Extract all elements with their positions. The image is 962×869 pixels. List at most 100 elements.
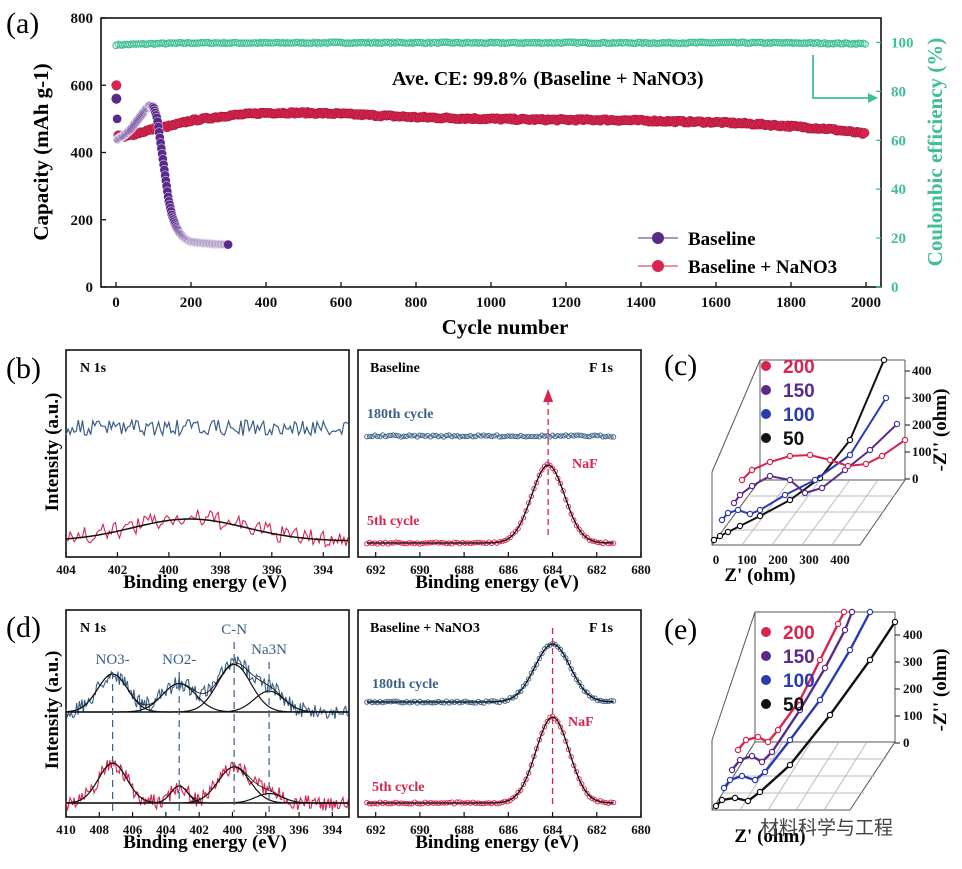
bR-180th-point	[465, 433, 471, 439]
panel-a-letter: (a)	[6, 7, 39, 40]
bR-xtick-label: 682	[587, 562, 607, 577]
c-point-200	[738, 476, 746, 484]
c-point-50	[786, 496, 794, 504]
e-legend-marker-200	[761, 627, 771, 637]
c-xtick-label: 200	[768, 552, 788, 567]
legend-marker-nano3	[652, 260, 664, 272]
bR-5th-point	[364, 541, 370, 547]
panel-e-letter: (e)	[664, 613, 697, 646]
panel-d-right-subtitle: F 1s	[589, 621, 614, 636]
dR-5th-point	[457, 799, 463, 805]
c-point-150	[801, 489, 809, 497]
bR-180th-point	[369, 433, 375, 440]
panel-a-marks	[111, 38, 870, 250]
bR-5th-point	[515, 526, 521, 532]
bR-180th-point	[377, 433, 383, 440]
bR-180th-point	[398, 434, 404, 440]
bR-5th-point	[605, 540, 611, 547]
panel-c-letter: (c)	[664, 349, 697, 382]
bR-5th-point	[584, 534, 590, 541]
c-ytick-label: 400	[912, 363, 932, 378]
bR-180th-point	[393, 432, 399, 439]
panel-b-label-180th: 180th cycle	[367, 407, 433, 422]
dR-180th-point	[526, 676, 532, 682]
bR-180th-point	[518, 432, 524, 439]
e-point-100	[786, 736, 794, 744]
bR-naf-marker-arrow	[543, 389, 554, 402]
panel-c-ticks: 0 100 200 300 400 0 100 200 300 400	[713, 363, 932, 567]
dR-180th-point	[470, 700, 476, 706]
dR-180th-point	[515, 689, 521, 696]
bR-5th-point	[549, 465, 556, 471]
bR-180th-point	[475, 432, 481, 438]
panel-d-letter: (d)	[6, 611, 41, 644]
bR-5th-point	[539, 467, 545, 473]
bR-5th-point	[531, 486, 537, 492]
e-legend-50: 50	[783, 695, 804, 716]
bR-180th-point	[446, 432, 452, 438]
baseline-first-cycle-point	[111, 93, 122, 104]
bR-180th-point	[507, 433, 513, 439]
e-point-150	[796, 706, 804, 714]
a-y2tick-label: 40	[891, 182, 906, 198]
dR-180th-point	[557, 646, 564, 653]
c-point-50	[724, 528, 732, 536]
bR-180th-point	[364, 434, 370, 440]
c-point-200	[806, 451, 814, 459]
c-xtick-label: 0	[713, 552, 720, 567]
c-legend-100: 100	[783, 405, 815, 426]
panel-d-label-180th: 180th cycle	[372, 677, 438, 692]
e-point-50	[866, 656, 874, 664]
dR-5th-point	[419, 801, 426, 807]
dR-5th-point	[581, 786, 588, 792]
panel-b-right-frame	[357, 349, 642, 558]
bR-180th-point	[581, 433, 588, 439]
dR-xtick-label: 690	[410, 822, 430, 837]
bR-180th-point	[555, 432, 561, 439]
bR-5th-point	[380, 541, 386, 547]
bR-180th-point	[480, 432, 487, 438]
dR-5th-point	[369, 801, 375, 807]
dR-180th-point	[472, 700, 479, 706]
bR-180th-point	[512, 433, 519, 440]
e-ytick-label: 0	[903, 735, 910, 750]
dR-180th-point	[536, 655, 542, 661]
panel-b-right-subtitle: F 1s	[589, 361, 614, 376]
c-ytick-label: 100	[912, 444, 932, 459]
bR-5th-point	[579, 529, 585, 536]
dR-5th-point	[411, 799, 418, 805]
panel-d-left-frame	[65, 609, 350, 818]
bR-180th-point	[388, 432, 394, 439]
e-point-200	[796, 696, 804, 704]
c-point-100	[756, 506, 764, 514]
dR-5th-point	[539, 730, 545, 736]
e-point-150	[736, 756, 744, 764]
dR-180th-point	[573, 676, 580, 683]
e-point-150	[821, 664, 829, 672]
panel-c-legend: 200 150 100 50	[761, 357, 815, 450]
bR-180th-point	[401, 433, 407, 439]
e-point-200	[742, 736, 750, 744]
dR-5th-point	[366, 801, 373, 807]
bR-180th-point	[571, 433, 577, 439]
dR-180th-point	[610, 698, 617, 704]
dR-180th-point	[571, 671, 577, 678]
dR-180th-point	[520, 683, 527, 689]
bR-180th-point	[608, 434, 614, 440]
c-curve-150	[733, 423, 898, 504]
bR-180th-point	[587, 434, 593, 440]
bR-180th-point	[382, 433, 389, 440]
dR-180th-point	[457, 700, 463, 706]
c-ytick-label: 300	[912, 390, 932, 405]
bR-5th-point	[528, 493, 534, 499]
bR-180th-point	[467, 433, 473, 439]
ce-point	[857, 39, 865, 48]
dR-5th-point	[512, 793, 519, 800]
dR-5th-point	[520, 781, 527, 788]
bR-180th-point	[515, 434, 521, 440]
c-point-150	[736, 491, 744, 499]
bR-180th-point	[563, 432, 569, 438]
panel-d-left-xlabel: Binding energy (eV)	[123, 832, 287, 853]
ce-point	[861, 40, 869, 48]
